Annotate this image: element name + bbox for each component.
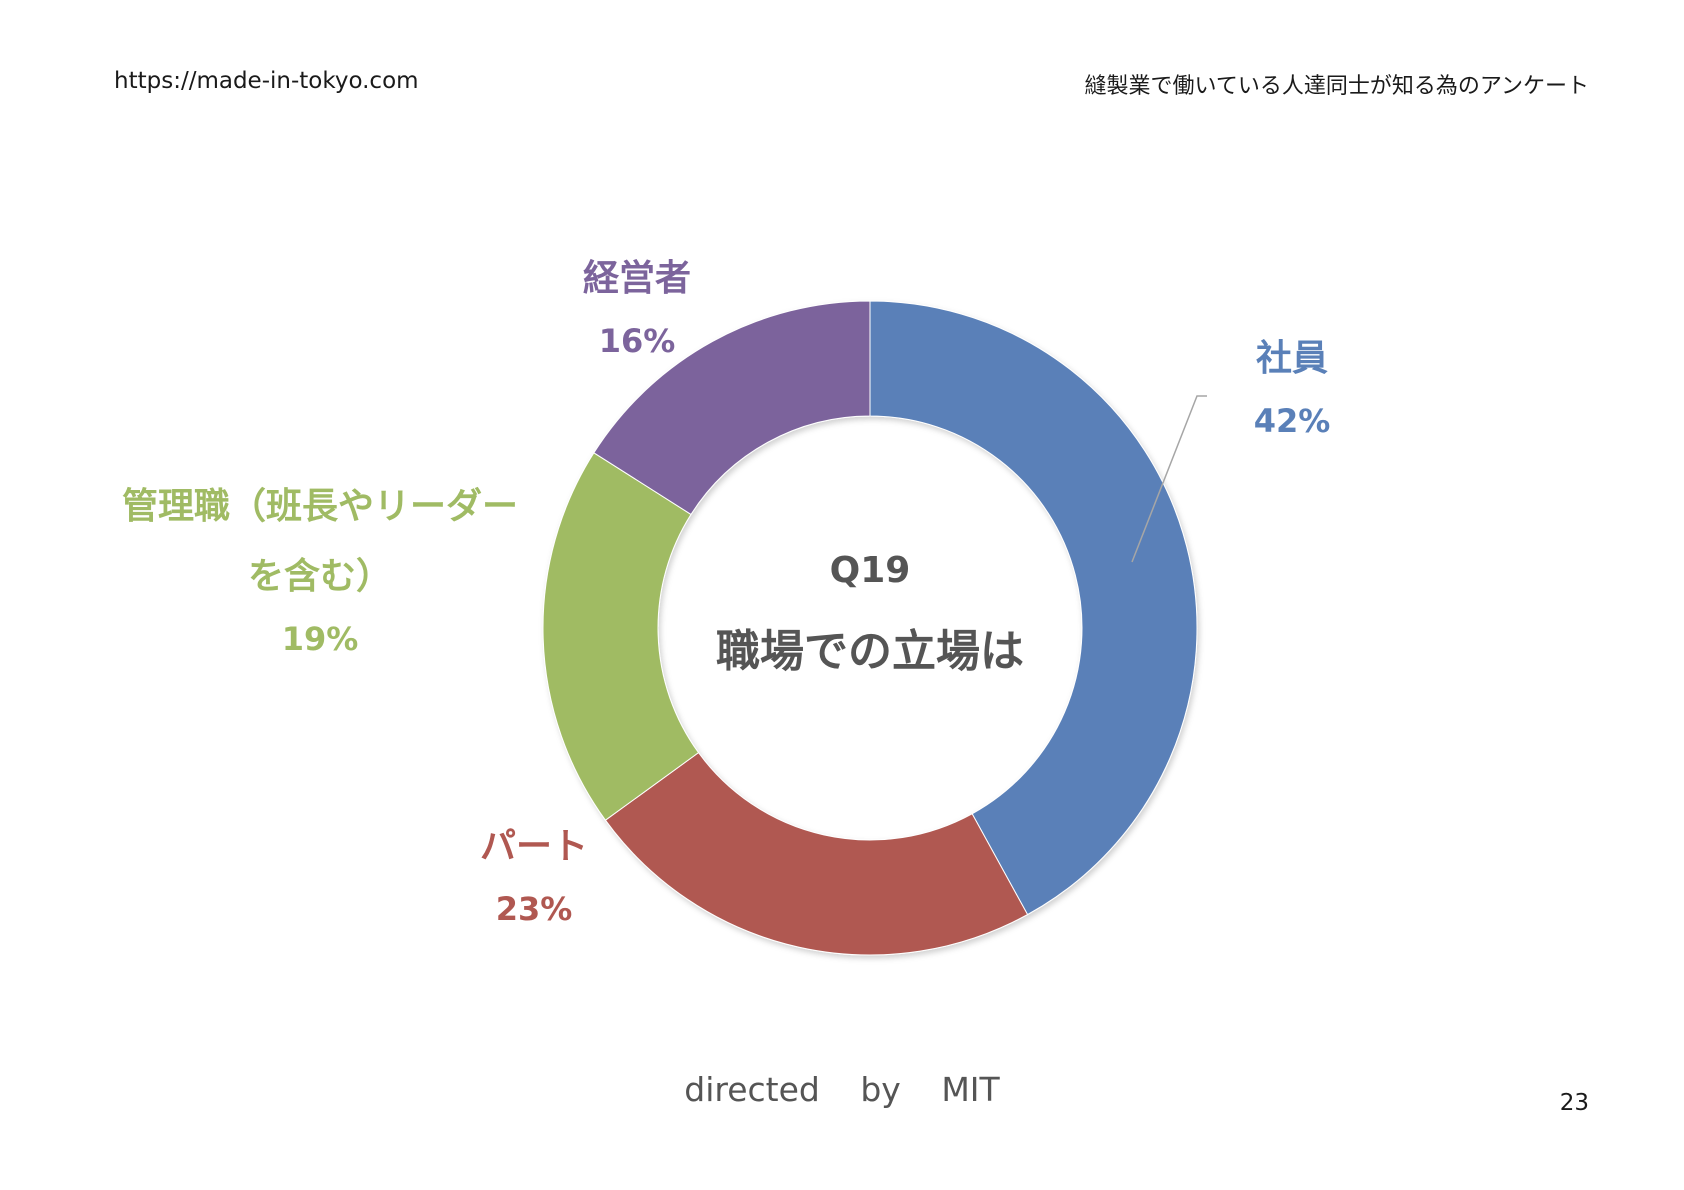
slice-percent-2: 19% — [282, 620, 359, 658]
center-label-1: 職場での立場は — [716, 626, 1024, 677]
header-url: https://made-in-tokyo.com — [114, 68, 419, 94]
slice-3 — [593, 300, 871, 516]
slice-label-0-0: 社員 — [1256, 338, 1328, 379]
slice-percent-1: 23% — [496, 890, 573, 928]
footer-credit: directed by MIT — [684, 1070, 1000, 1109]
slice-percent-3: 16% — [599, 322, 676, 360]
slice-percent-0: 42% — [1254, 402, 1331, 440]
slice-2 — [542, 452, 700, 821]
slice-label-3-0: 経営者 — [583, 258, 691, 299]
slice-label-1-0: パート — [480, 826, 588, 867]
page-number: 23 — [1559, 1090, 1589, 1116]
header-title: 縫製業で働いている人達同士が知る為のアンケート — [1084, 74, 1589, 99]
center-label-0: Q19 — [830, 550, 911, 591]
leader-line-0 — [1131, 395, 1207, 563]
slice-1 — [604, 751, 1029, 956]
leader-lines — [1131, 395, 1207, 563]
donut-slices — [542, 300, 1198, 956]
slice-label-2-0: 管理職（班長やリーダー — [122, 486, 518, 527]
slice-label-2-1: を含む） — [248, 556, 392, 597]
slice-0 — [869, 300, 1198, 916]
center-label: Q19 職場での立場は — [716, 550, 1024, 677]
